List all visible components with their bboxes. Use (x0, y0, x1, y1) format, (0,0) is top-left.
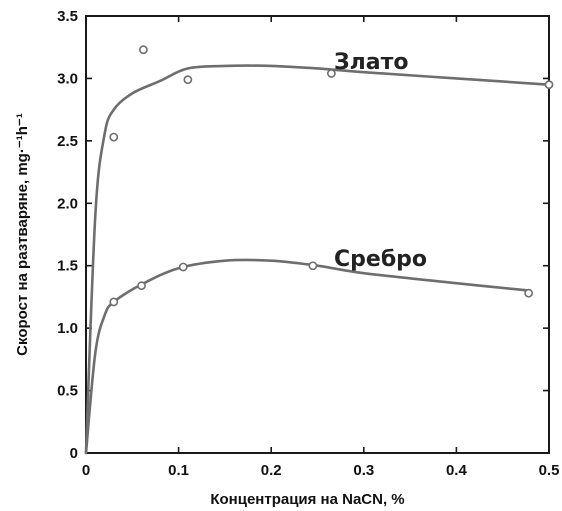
x-tick-label: 0.2 (261, 462, 282, 479)
data-point-gold (544, 80, 554, 90)
data-point-gold (326, 69, 336, 78)
data-point-gold (183, 75, 193, 85)
data-point-silver (137, 281, 146, 291)
x-tick-label: 0.5 (539, 462, 560, 479)
y-tick-label: 3.5 (57, 8, 78, 25)
x-tick-label: 0.3 (353, 462, 374, 479)
plot-frame (85, 15, 550, 454)
series-line-gold (84, 64, 551, 455)
y-tick-label: 2.5 (57, 133, 78, 150)
series-curves (84, 64, 551, 455)
data-point-silver (178, 262, 188, 272)
y-tick-label: 0.5 (57, 383, 78, 400)
x-tick-label: 0.4 (446, 462, 468, 479)
series-label-silver: Сребро (334, 247, 427, 272)
y-tick-labels: 0 0.5 1.0 1.5 2.0 2.5 3.0 3.5 (57, 8, 78, 462)
data-point-gold (109, 132, 119, 142)
y-tick-label: 1.5 (57, 258, 78, 275)
y-tick-label: 3.0 (57, 70, 78, 87)
series-line-silver (84, 258, 532, 455)
y-tick-label: 0 (70, 445, 78, 462)
y-tick-label: 1.0 (57, 320, 78, 337)
data-point-gold (139, 45, 148, 55)
data-point-silver (109, 297, 119, 307)
x-axis-title: Концентрация на NaCN, % (210, 491, 404, 508)
series-points (109, 45, 554, 307)
x-tick-labels: 0 0.1 0.2 0.3 0.4 0.5 (82, 462, 560, 479)
y-axis-title: Скорост на разтваряне, mg·⁻¹h⁻¹ (14, 113, 31, 356)
series-label-gold: Злато (334, 50, 408, 75)
y-tick-label: 2.0 (57, 195, 78, 212)
x-tick-label: 0.1 (168, 462, 189, 479)
data-point-silver (308, 261, 318, 271)
data-point-silver (524, 288, 534, 298)
x-tick-label: 0 (82, 462, 90, 479)
